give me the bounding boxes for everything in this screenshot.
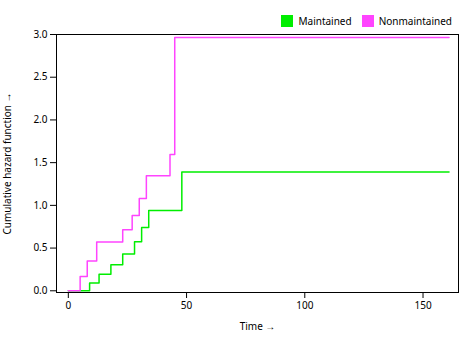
svg-text:1.5: 1.5 (33, 155, 47, 169)
svg-text:1.0: 1.0 (33, 198, 47, 212)
svg-text:2.0: 2.0 (33, 112, 47, 126)
svg-text:0.0: 0.0 (33, 283, 47, 297)
svg-text:Cumulative hazard function →: Cumulative hazard function → (0, 92, 14, 234)
svg-text:100: 100 (296, 298, 313, 312)
svg-text:3.0: 3.0 (33, 27, 47, 41)
svg-text:Time →: Time → (240, 319, 276, 333)
svg-text:0.5: 0.5 (33, 240, 47, 254)
html-text:Maintained: Maintained (298, 13, 352, 28)
html-text:Nonmaintained: Nonmaintained (378, 13, 452, 28)
svg-text:150: 150 (414, 298, 431, 312)
svg-text:0: 0 (65, 298, 71, 312)
svg-text:50: 50 (181, 298, 193, 312)
svg-text:2.5: 2.5 (33, 69, 47, 83)
